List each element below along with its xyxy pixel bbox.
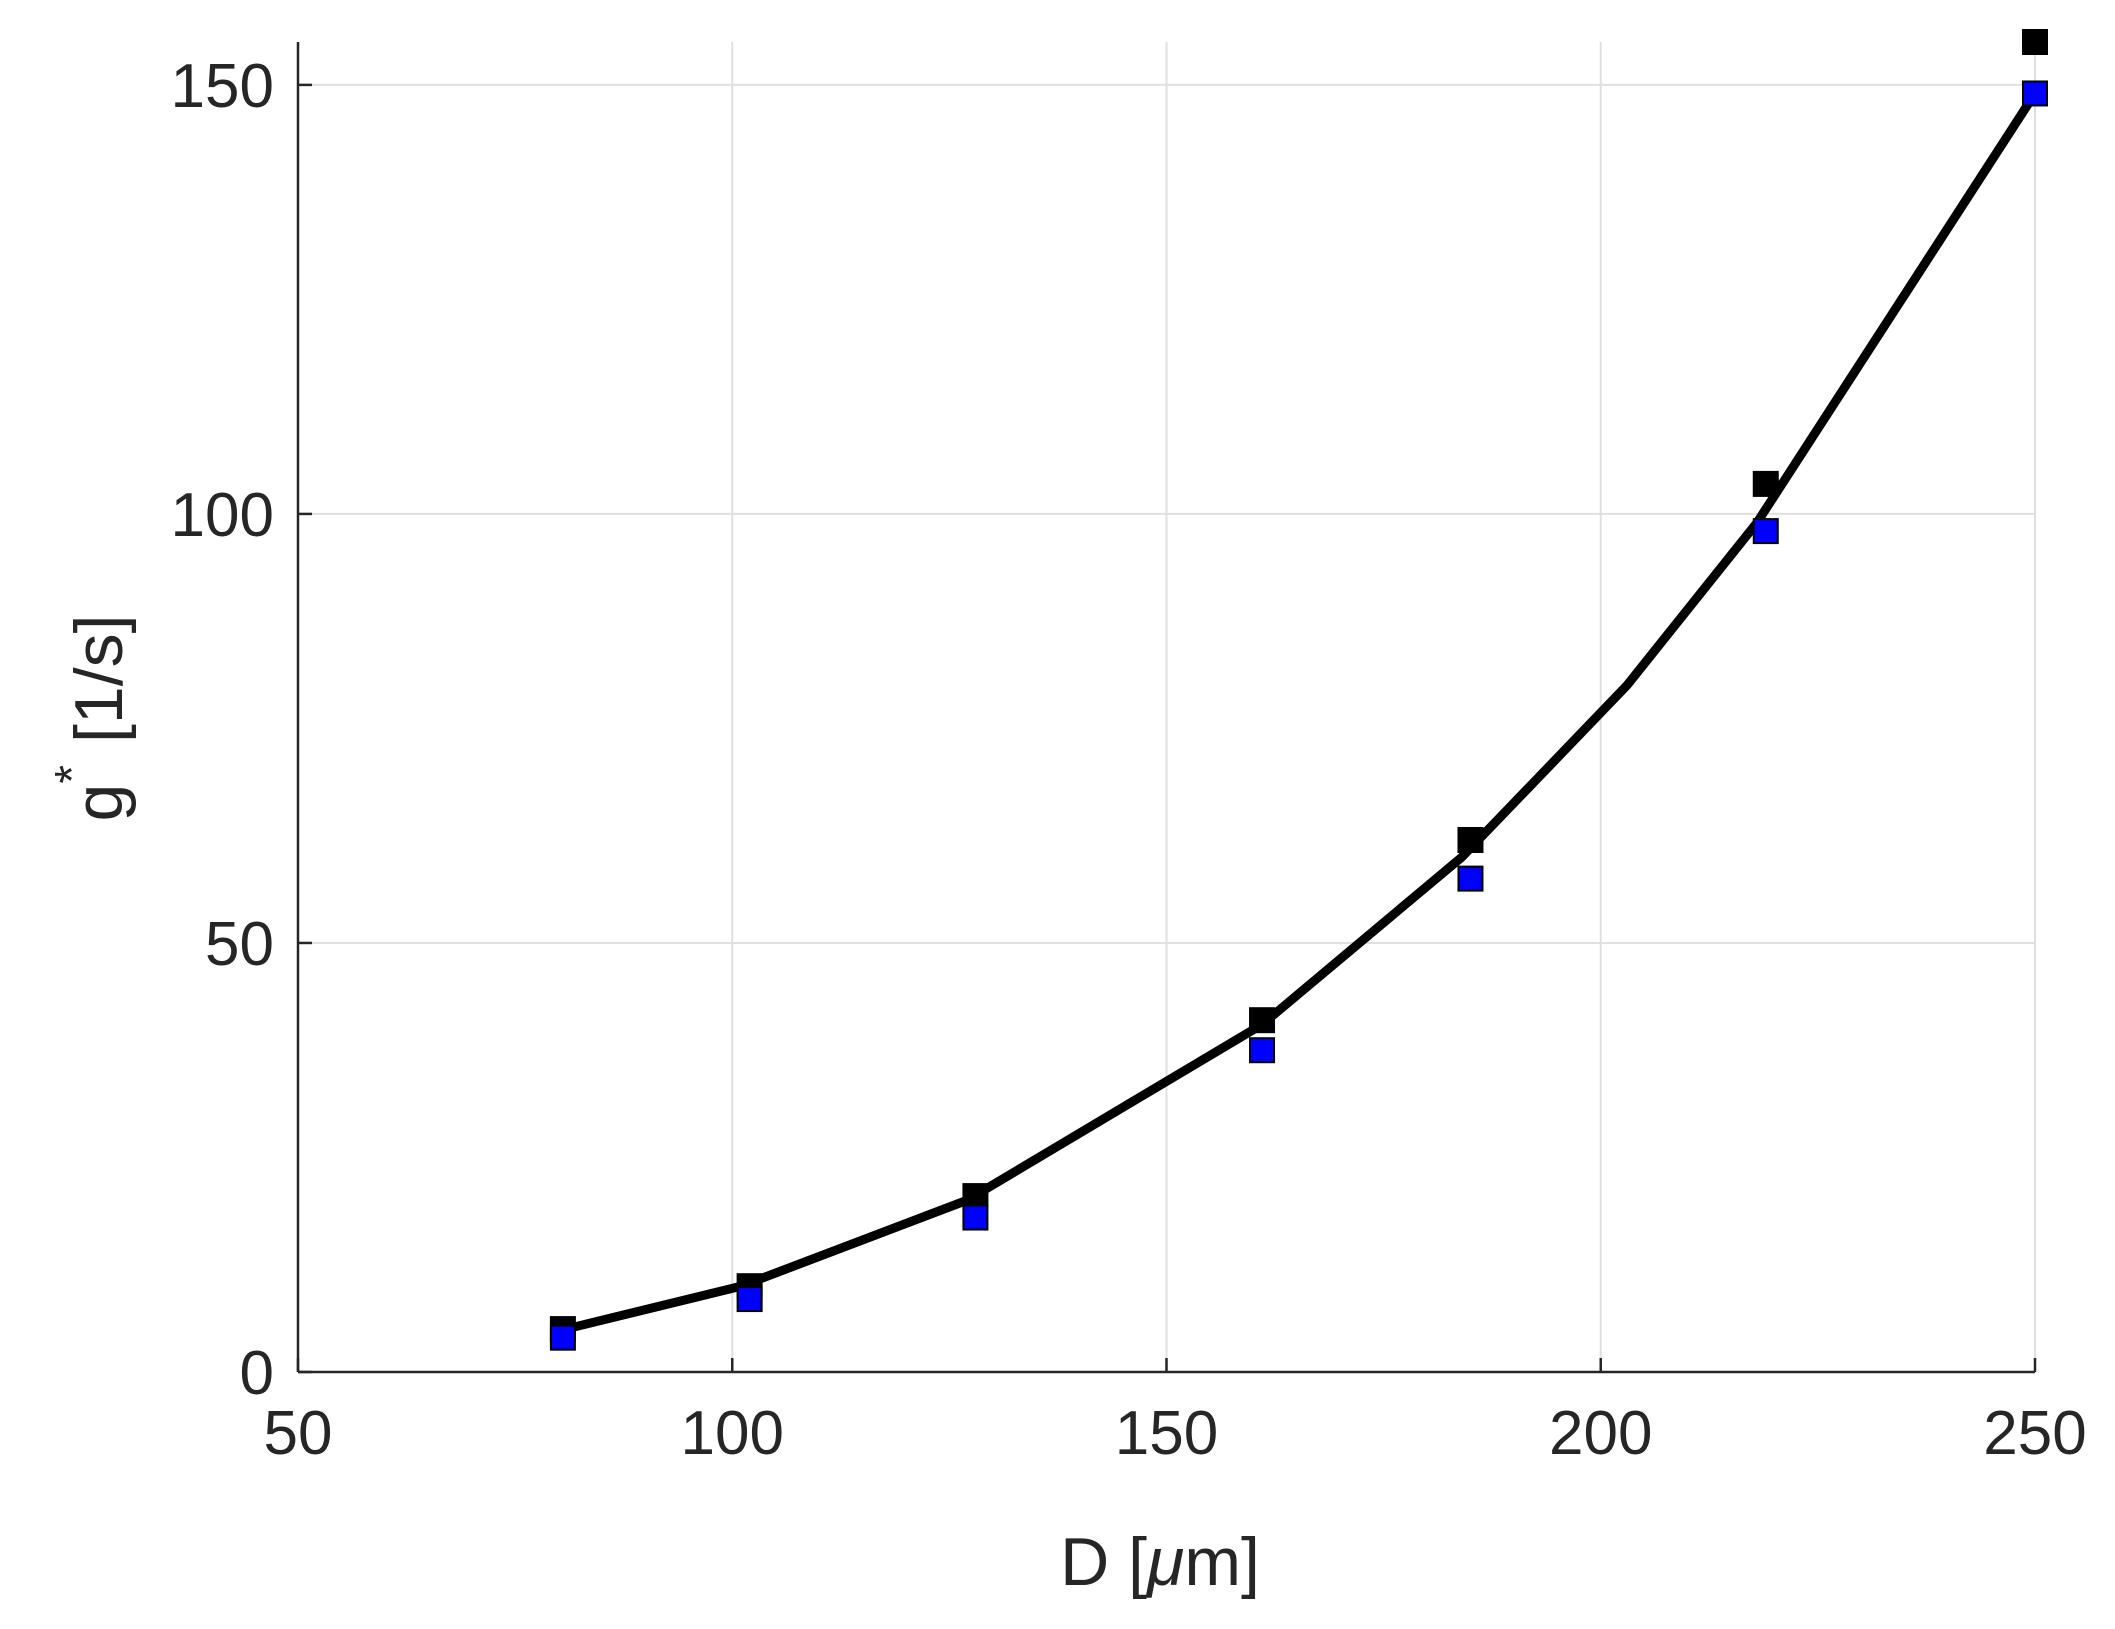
blue-square-marker-2 — [962, 1204, 989, 1231]
x-tick-label-1: 100 — [681, 1399, 784, 1468]
y-tick-label-1: 50 — [205, 910, 274, 979]
y-tick-label-3: 150 — [171, 52, 274, 121]
y-axis-title-main: g — [61, 784, 137, 822]
blue-square-marker-0 — [549, 1324, 576, 1351]
black-square-marker-4 — [1457, 827, 1484, 853]
y-axis-title-unit: [1/s] — [61, 614, 137, 743]
series-line — [554, 88, 2040, 1336]
black-square-marker-3 — [1249, 1007, 1276, 1034]
black-square-marker-6 — [2022, 29, 2048, 55]
x-tick-label-0: 50 — [264, 1399, 333, 1468]
x-tick-label-2: 150 — [1115, 1399, 1218, 1468]
y-axis-title: g* [1/s] — [46, 614, 137, 821]
axes — [296, 42, 2037, 1374]
blue-square-marker-1 — [736, 1286, 763, 1313]
plot-area — [549, 29, 2048, 1351]
x-axis-title-mu: μ — [1145, 1524, 1184, 1600]
blue-square-marker-5 — [1752, 518, 1779, 545]
black-square-marker-2 — [962, 1183, 989, 1210]
svg-text:g*[1/s]: g* [1/s] — [46, 614, 137, 821]
black-square-marker-5 — [1752, 470, 1779, 497]
grid — [298, 42, 2036, 1372]
y-tick-label-0: 0 — [240, 1339, 274, 1408]
blue-square-marker-3 — [1249, 1037, 1276, 1064]
blue-square-marker-4 — [1457, 865, 1484, 892]
y-tick-label-2: 100 — [171, 481, 274, 550]
x-tick-label-4: 250 — [1983, 1399, 2086, 1468]
x-tick-label-3: 200 — [1549, 1399, 1652, 1468]
blue-square-marker-6 — [2022, 80, 2048, 107]
y-axis-title-superscript: * — [46, 765, 99, 784]
x-axis-title: D [μm] — [1060, 1524, 1260, 1600]
